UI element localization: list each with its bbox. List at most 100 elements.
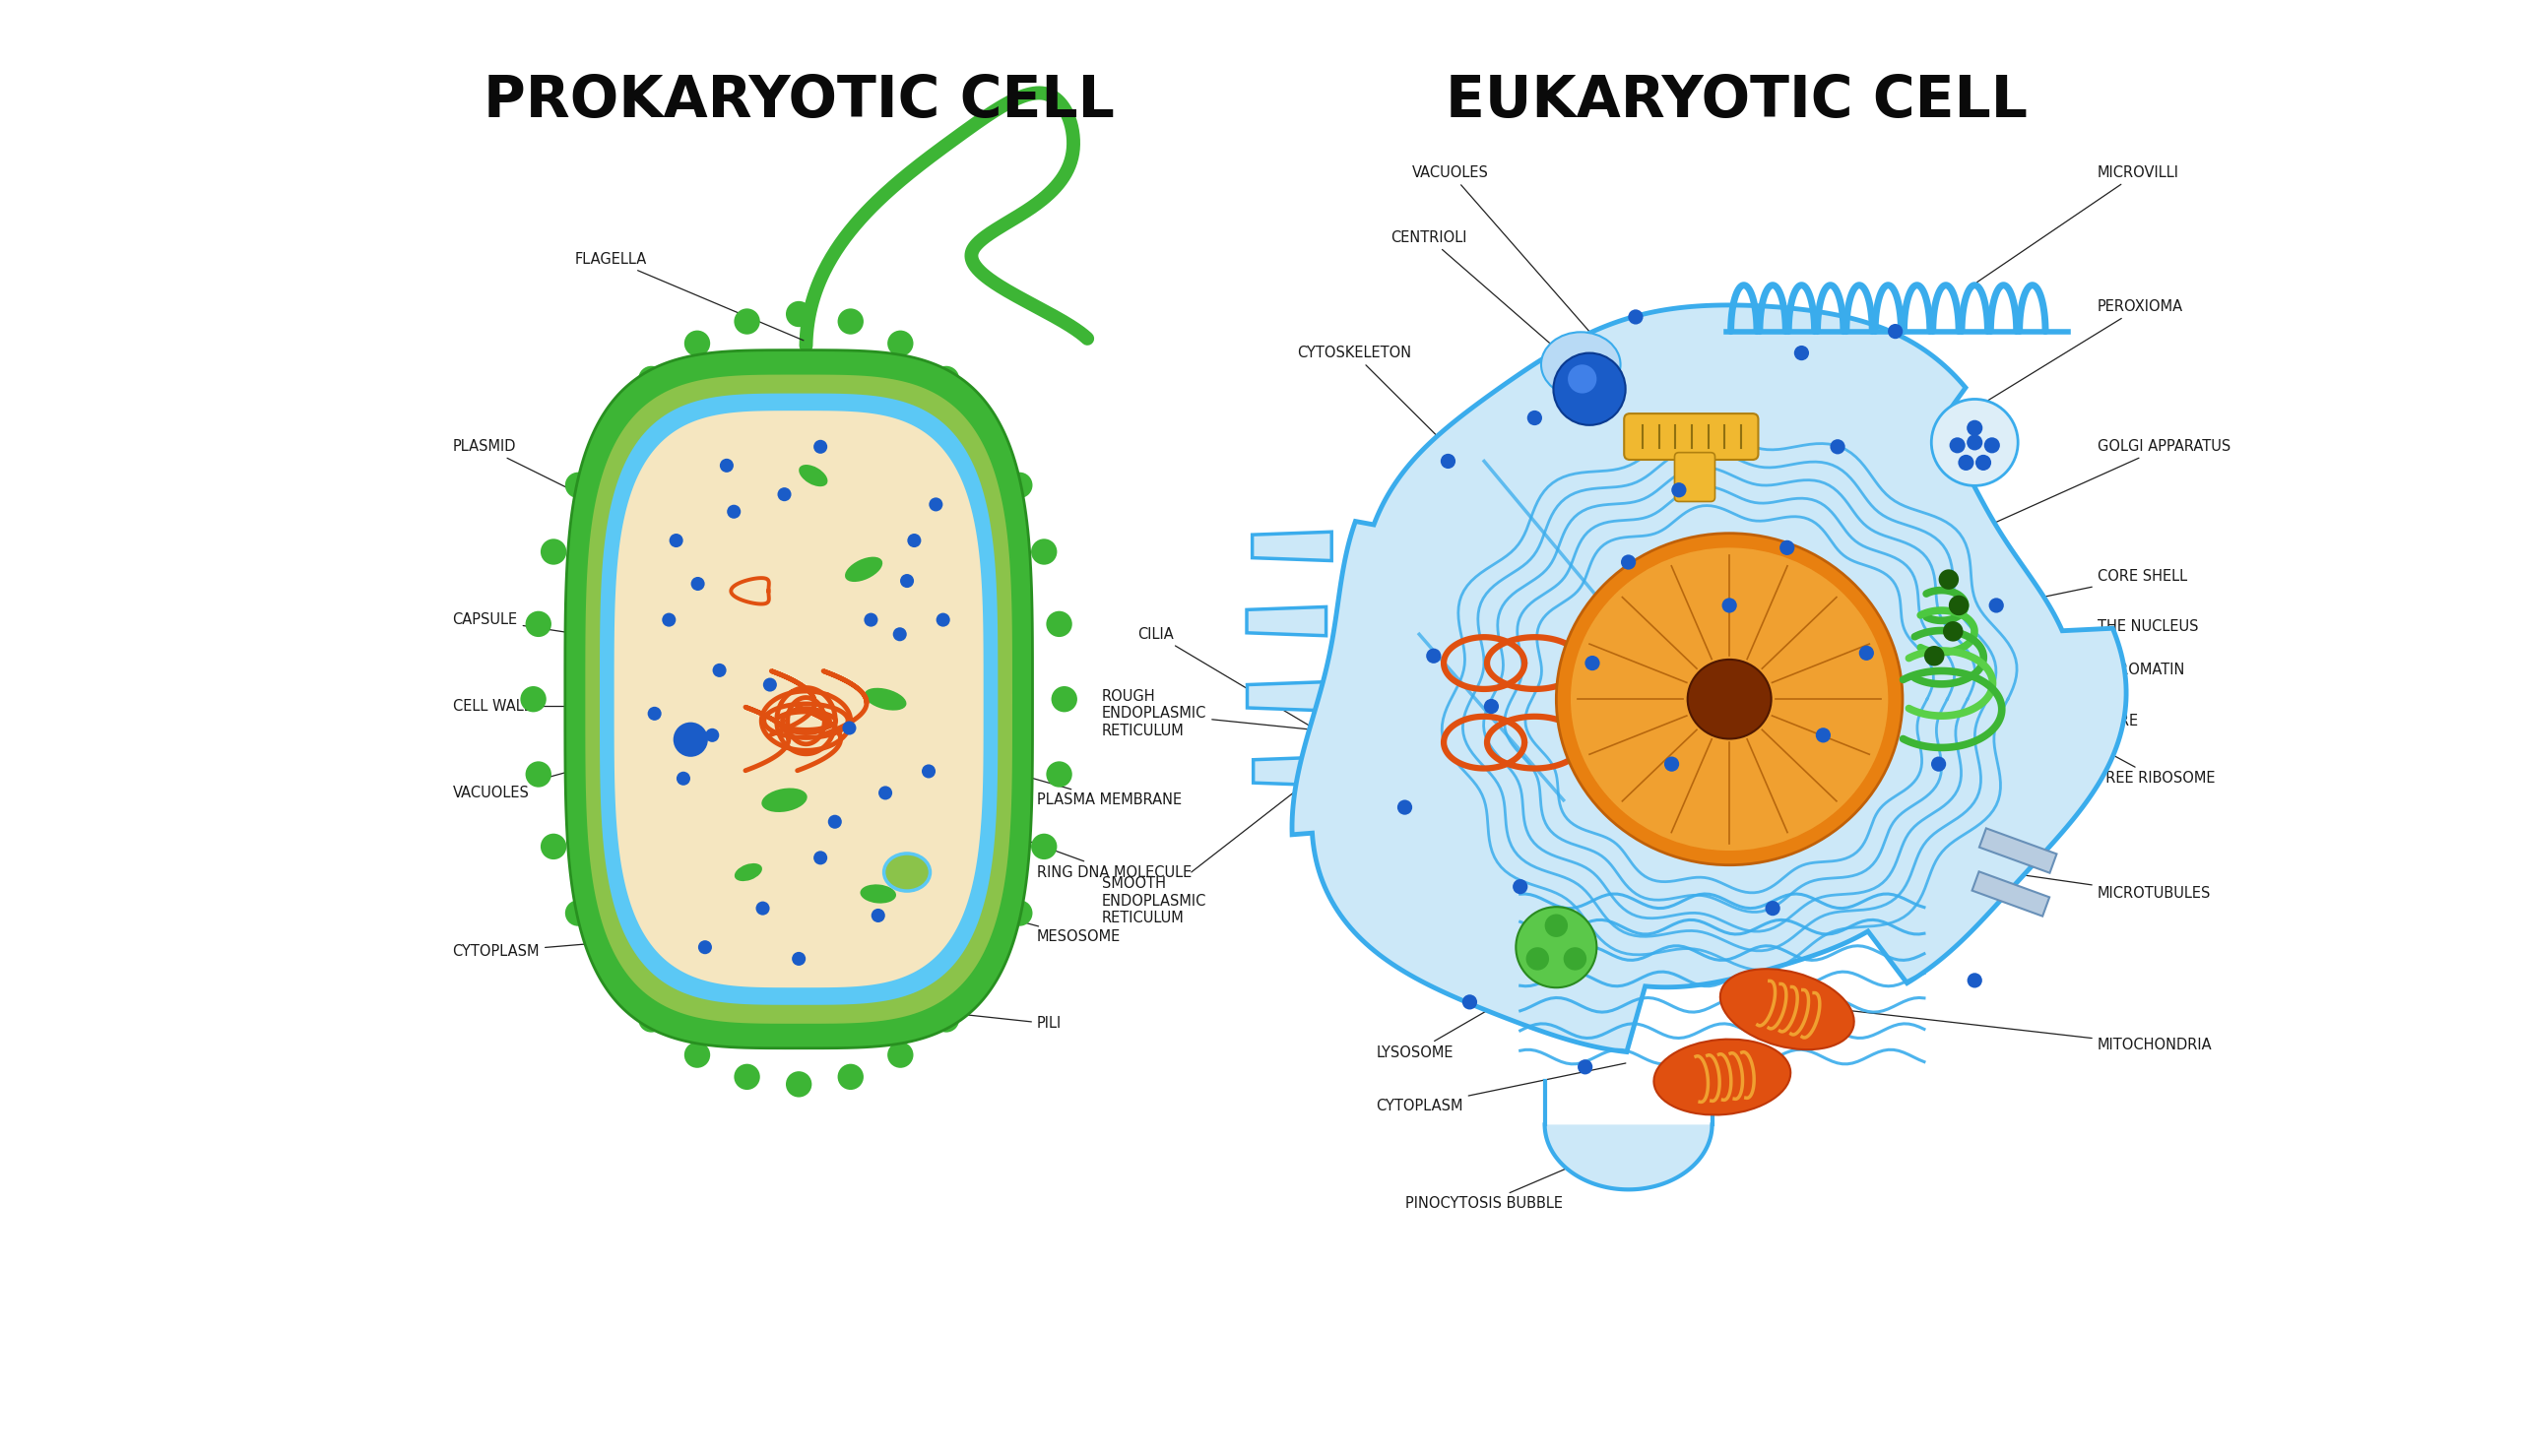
Ellipse shape — [1006, 900, 1034, 926]
Text: CORE SHELL: CORE SHELL — [1886, 569, 2188, 629]
Ellipse shape — [837, 309, 865, 335]
Text: EUKARYOTIC CELL: EUKARYOTIC CELL — [1445, 73, 2027, 128]
Ellipse shape — [1687, 660, 1772, 738]
Ellipse shape — [734, 1064, 759, 1091]
Circle shape — [1815, 728, 1830, 743]
Ellipse shape — [887, 1042, 913, 1067]
Circle shape — [1671, 482, 1687, 498]
Ellipse shape — [1571, 547, 1888, 850]
Text: MICROTUBULES: MICROTUBULES — [2007, 872, 2211, 901]
Circle shape — [923, 764, 935, 778]
Ellipse shape — [1031, 539, 1056, 565]
Ellipse shape — [799, 464, 827, 486]
Circle shape — [668, 533, 683, 547]
Ellipse shape — [683, 1042, 711, 1067]
Circle shape — [1989, 598, 2004, 613]
Circle shape — [842, 721, 857, 735]
Text: CORE: CORE — [1876, 713, 2138, 750]
Polygon shape — [1253, 757, 1334, 786]
Text: SMOOTH
ENDOPLASMIC
RETICULUM: SMOOTH ENDOPLASMIC RETICULUM — [1102, 646, 1482, 926]
Circle shape — [706, 728, 718, 743]
Circle shape — [908, 533, 920, 547]
Text: FREE RIBOSOME: FREE RIBOSOME — [1999, 693, 2216, 786]
Polygon shape — [1293, 306, 2125, 1051]
Circle shape — [1966, 973, 1982, 989]
Text: FLAGELLA: FLAGELLA — [575, 252, 804, 341]
Circle shape — [928, 498, 943, 511]
Circle shape — [663, 613, 676, 626]
Text: CELL WALL: CELL WALL — [454, 699, 565, 713]
Ellipse shape — [734, 309, 759, 335]
Text: PROKARYOTIC CELL: PROKARYOTIC CELL — [484, 73, 1114, 128]
Ellipse shape — [1046, 761, 1071, 788]
Ellipse shape — [524, 761, 552, 788]
Circle shape — [865, 613, 877, 626]
Circle shape — [1462, 994, 1477, 1009]
Circle shape — [698, 941, 711, 954]
Polygon shape — [1545, 1124, 1712, 1190]
Ellipse shape — [761, 788, 807, 812]
Ellipse shape — [933, 1006, 961, 1032]
Circle shape — [1780, 540, 1795, 555]
Circle shape — [1924, 646, 1944, 665]
Ellipse shape — [683, 331, 711, 357]
Text: MESOSOME: MESOSOME — [910, 891, 1122, 945]
Circle shape — [1397, 799, 1412, 815]
Text: LYSOSOME: LYSOSOME — [1376, 949, 1593, 1060]
Text: CYTOPLASM: CYTOPLASM — [1376, 1063, 1626, 1114]
Polygon shape — [1248, 607, 1326, 636]
Circle shape — [1578, 1060, 1593, 1075]
Polygon shape — [600, 393, 998, 1005]
Circle shape — [1525, 948, 1548, 970]
Circle shape — [1553, 352, 1626, 425]
Text: PLASMID: PLASMID — [454, 440, 764, 585]
Text: VACUOLES: VACUOLES — [1412, 166, 1616, 363]
Circle shape — [1528, 411, 1543, 425]
Ellipse shape — [887, 331, 913, 357]
Text: CYTOPLASM: CYTOPLASM — [454, 938, 666, 960]
Ellipse shape — [539, 833, 567, 859]
Polygon shape — [1248, 681, 1326, 711]
Text: MICROVILLI: MICROVILLI — [1976, 166, 2178, 282]
Circle shape — [792, 952, 807, 965]
Circle shape — [1949, 596, 1969, 616]
Text: CENTRIOLI: CENTRIOLI — [1392, 230, 1634, 416]
Circle shape — [776, 488, 792, 501]
Circle shape — [1513, 879, 1528, 894]
Text: PLASMA MEMBRANE: PLASMA MEMBRANE — [961, 757, 1182, 808]
FancyBboxPatch shape — [1624, 414, 1757, 460]
Circle shape — [1586, 655, 1601, 671]
Text: PINOCYTOSIS BUBBLE: PINOCYTOSIS BUBBLE — [1404, 1143, 1626, 1211]
Circle shape — [1427, 648, 1442, 664]
Text: THE NUCLEUS: THE NUCLEUS — [1883, 620, 2198, 667]
Ellipse shape — [787, 1072, 812, 1098]
Ellipse shape — [1051, 686, 1076, 712]
Ellipse shape — [524, 612, 552, 638]
Circle shape — [1722, 598, 1737, 613]
Circle shape — [1966, 434, 1982, 450]
Circle shape — [718, 459, 734, 472]
Ellipse shape — [1654, 1040, 1790, 1115]
Circle shape — [900, 574, 915, 588]
Ellipse shape — [973, 414, 998, 440]
Circle shape — [892, 628, 908, 641]
Circle shape — [1931, 399, 2017, 486]
Ellipse shape — [1031, 833, 1056, 859]
Ellipse shape — [885, 853, 930, 891]
Circle shape — [648, 706, 661, 721]
Circle shape — [1944, 622, 1964, 642]
Ellipse shape — [638, 365, 666, 392]
Ellipse shape — [860, 884, 895, 903]
Ellipse shape — [597, 414, 625, 440]
Ellipse shape — [845, 556, 882, 582]
Circle shape — [1976, 454, 1992, 470]
Ellipse shape — [1046, 612, 1071, 638]
Circle shape — [1485, 699, 1500, 713]
Text: VACUOLES: VACUOLES — [454, 740, 683, 801]
Polygon shape — [565, 349, 1034, 1048]
Text: ROUGH
ENDOPLASMIC
RETICULUM: ROUGH ENDOPLASMIC RETICULUM — [1102, 689, 1505, 750]
Ellipse shape — [1719, 968, 1853, 1050]
Circle shape — [1621, 555, 1636, 569]
Ellipse shape — [638, 1006, 666, 1032]
Circle shape — [872, 909, 885, 923]
